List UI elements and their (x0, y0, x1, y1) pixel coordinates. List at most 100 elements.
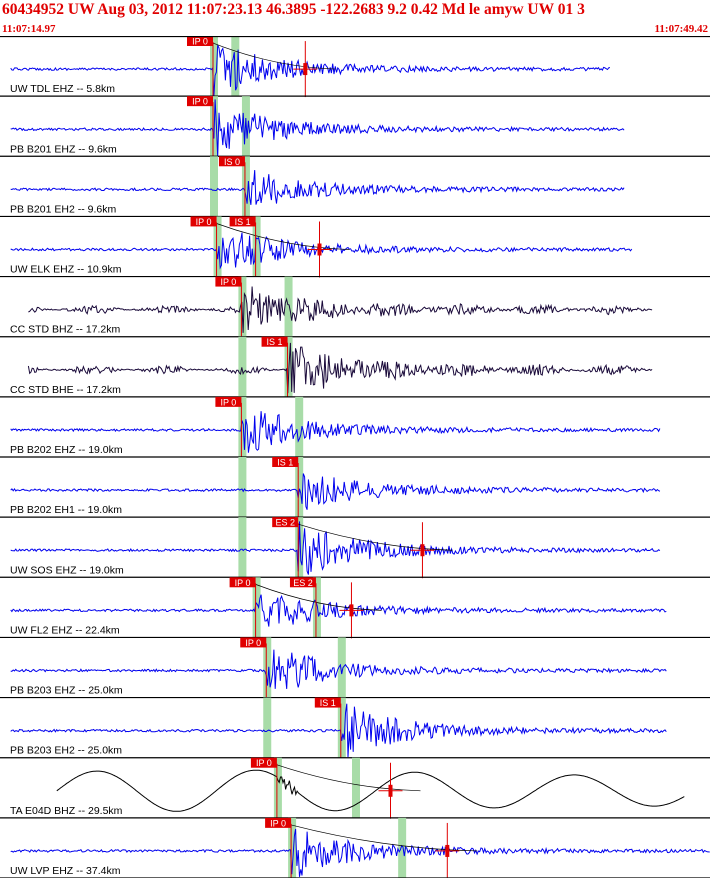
waveform (28, 286, 653, 333)
amplitude-mark-box (303, 63, 308, 76)
trace-row: IP 0 CC STD BHZ -- 17.2km (0, 276, 710, 338)
station-label: UW TDL EHZ -- 5.8km (10, 83, 115, 95)
pick-label: IS 1 (267, 337, 283, 347)
waveform (10, 473, 661, 510)
station-label: PB B203 EH2 -- 25.0km (10, 745, 122, 757)
waveform (10, 594, 667, 627)
trace-row: IS 1 PB B202 EH1 -- 19.0km (0, 457, 710, 518)
pick-label: ES 2 (293, 578, 313, 588)
coda-curve (291, 824, 478, 852)
pick-label-box (289, 577, 316, 588)
pick-label-box (240, 637, 267, 648)
trace-row: IP 0 UW TDL EHZ -- 5.8km (0, 36, 710, 98)
coda-curve (255, 584, 382, 611)
pick-label-box (218, 156, 245, 167)
end-time: 11:07:49.42 (654, 23, 708, 35)
pick-window (398, 817, 407, 878)
trace-row: IP 0 ES 2 UW FL2 EHZ -- 22.4km (0, 577, 710, 639)
pick-window (295, 396, 304, 457)
amplitude-mark-box (420, 544, 425, 557)
station-label: PB B201 EHZ -- 9.6km (10, 143, 117, 155)
trace-row: IP 0 TA E04D BHZ -- 29.5km (0, 757, 710, 819)
station-label: PB B202 EHZ -- 19.0km (10, 444, 123, 456)
coda-curve (216, 223, 350, 250)
pick-window (263, 637, 272, 698)
pick-label-box (229, 577, 256, 588)
station-label: UW LVP EHZ -- 37.4km (10, 865, 121, 877)
pick-window (238, 457, 247, 518)
station-label: UW SOS EHZ -- 19.0km (10, 564, 124, 576)
pick-window (284, 276, 293, 337)
pick-label-box (250, 757, 277, 768)
trace-row: IP 0 PB B203 EHZ -- 25.0km (0, 637, 710, 699)
station-label: PB B202 EH1 -- 19.0km (10, 504, 122, 516)
pick-label: IS 1 (277, 458, 293, 468)
station-label: UW FL2 EHZ -- 22.4km (10, 624, 120, 636)
pick-label-box (187, 96, 213, 107)
pick-label: ES 2 (275, 518, 295, 528)
pick-label: IP 0 (220, 397, 236, 407)
pick-label-box (272, 457, 299, 467)
waveform (10, 521, 661, 575)
waveform (10, 44, 611, 96)
amplitude-mark-box (349, 604, 354, 617)
pick-label: IP 0 (235, 578, 251, 588)
pick-label: IP 0 (192, 97, 208, 107)
trace-row: IP 0 PB B201 EHZ -- 9.6km (0, 96, 710, 158)
coda-curve (298, 523, 453, 551)
station-label: PB B201 EH2 -- 9.6km (10, 203, 116, 215)
trace-row: IS 1 CC STD BHE -- 17.2km (0, 336, 710, 398)
pick-window (213, 216, 222, 277)
station-label: PB B203 EHZ -- 25.0km (10, 685, 123, 697)
pick-window (312, 577, 321, 638)
seismogram-plot[interactable]: IP 0 UW TDL EHZ -- 5.8km IP 0 PB B201 EHZ -… (0, 36, 710, 878)
pick-window (337, 637, 346, 698)
trace-row: IP 0 UW LVP EHZ -- 37.4km (0, 817, 710, 878)
event-header: 60434952 UW Aug 03, 2012 11:07:23.13 46.… (2, 1, 585, 18)
waveform (10, 411, 661, 453)
pick-window (238, 396, 247, 457)
station-label: TA E04D BHZ -- 29.5km (10, 805, 123, 817)
waveform (10, 99, 625, 158)
pick-window (273, 757, 282, 818)
pick-window (238, 517, 247, 578)
pick-label: IP 0 (245, 638, 261, 648)
coda-curve (212, 42, 336, 70)
trace-row: IP 0 IS 1 UW ELK EHZ -- 10.9km (0, 216, 710, 278)
pick-label: IP 0 (192, 37, 208, 47)
pick-label: IS 1 (235, 217, 251, 227)
pick-window (252, 577, 261, 638)
pick-label-box (187, 36, 213, 46)
pick-window (210, 36, 218, 97)
pick-label: IP 0 (270, 818, 286, 828)
pick-label-box (229, 216, 256, 227)
pick-label: IP 0 (256, 758, 272, 768)
pick-window (238, 336, 247, 397)
pick-label-box (265, 817, 292, 828)
waveform (10, 649, 667, 689)
pick-window (263, 697, 272, 758)
station-label: UW ELK EHZ -- 10.9km (10, 264, 122, 276)
pick-window (210, 156, 218, 217)
waveform (27, 342, 653, 394)
pick-label-box (314, 697, 341, 708)
trace-row: IS 1 PB B203 EH2 -- 25.0km (0, 697, 710, 759)
start-time: 11:07:14.97 (2, 23, 56, 35)
pick-window (295, 457, 304, 518)
pick-label: IP 0 (220, 277, 236, 287)
pick-window (252, 216, 261, 277)
amplitude-mark-box (388, 784, 393, 797)
pick-label: IP 0 (196, 217, 212, 227)
pick-label: IS 1 (320, 698, 336, 708)
pick-label-box (272, 517, 299, 528)
pick-window (288, 817, 297, 878)
amplitude-mark-box (317, 243, 322, 256)
pick-label-box (190, 216, 217, 227)
pick-window (231, 36, 240, 97)
waveform (10, 828, 710, 877)
trace-row: IP 0 PB B202 EHZ -- 19.0km (0, 396, 710, 458)
station-label: CC STD BHZ -- 17.2km (10, 324, 121, 336)
pick-window (241, 156, 250, 217)
amplitude-mark-box (445, 844, 450, 857)
pick-label-box (261, 336, 288, 347)
